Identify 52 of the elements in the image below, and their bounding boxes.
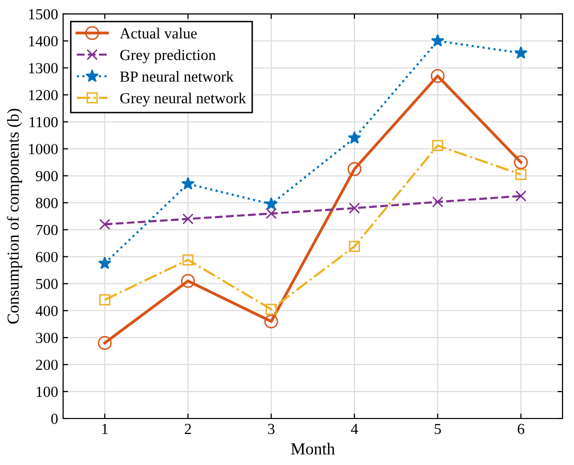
point: [430, 69, 445, 83]
y-tick-label: 800: [36, 198, 58, 208]
point: [99, 294, 110, 306]
point: [266, 208, 277, 220]
x-tick-label: 5: [434, 424, 441, 434]
point: [99, 218, 110, 230]
y-tick-label: 0: [51, 414, 58, 424]
y-tick-label: 1000: [29, 144, 58, 154]
y-tick-label: 100: [36, 386, 58, 397]
point: [266, 304, 277, 315]
point: [98, 336, 112, 350]
point: [432, 140, 444, 152]
legend-label: Actual value: [120, 28, 197, 39]
y-tick-label: 600: [36, 252, 58, 262]
y-tick-label: 400: [36, 306, 58, 316]
y-tick-label: 500: [36, 278, 58, 290]
x-tick-label: 2: [184, 424, 191, 434]
y-tick-label: 900: [36, 170, 58, 182]
x-tick-label: 3: [268, 424, 274, 434]
point: [264, 314, 278, 328]
x-tick-label: 4: [350, 424, 358, 434]
point: [515, 190, 526, 202]
y-axis-title: Consumption of components (b): [6, 108, 22, 324]
point: [514, 155, 528, 170]
legend-label: Grey neural network: [120, 92, 246, 106]
point: [348, 202, 360, 214]
legend-label: Grey prediction: [120, 49, 216, 64]
point: [432, 196, 444, 208]
point: [348, 162, 362, 176]
y-tick-label: 700: [36, 224, 58, 236]
y-tick-label: 1200: [29, 90, 58, 100]
point: [514, 46, 528, 59]
point: [348, 131, 362, 144]
x-axis-title: Month: [291, 442, 335, 454]
point: [431, 34, 444, 47]
point: [515, 168, 526, 180]
point: [98, 256, 112, 270]
y-tick-label: 1500: [29, 9, 58, 20]
x-tick-label: 6: [518, 424, 524, 434]
point: [182, 213, 194, 224]
point: [264, 197, 278, 210]
point: [181, 274, 195, 288]
y-tick-label: 1300: [29, 63, 58, 74]
y-tick-label: 300: [36, 332, 58, 344]
point: [182, 254, 194, 266]
point: [181, 176, 195, 190]
y-tick-label: 200: [36, 360, 58, 370]
point: [348, 240, 360, 252]
y-tick-label: 1100: [30, 116, 58, 128]
legend-label: BP neural network: [120, 71, 234, 82]
x-tick-label: 1: [102, 424, 108, 434]
y-tick-label: 1400: [29, 36, 58, 46]
